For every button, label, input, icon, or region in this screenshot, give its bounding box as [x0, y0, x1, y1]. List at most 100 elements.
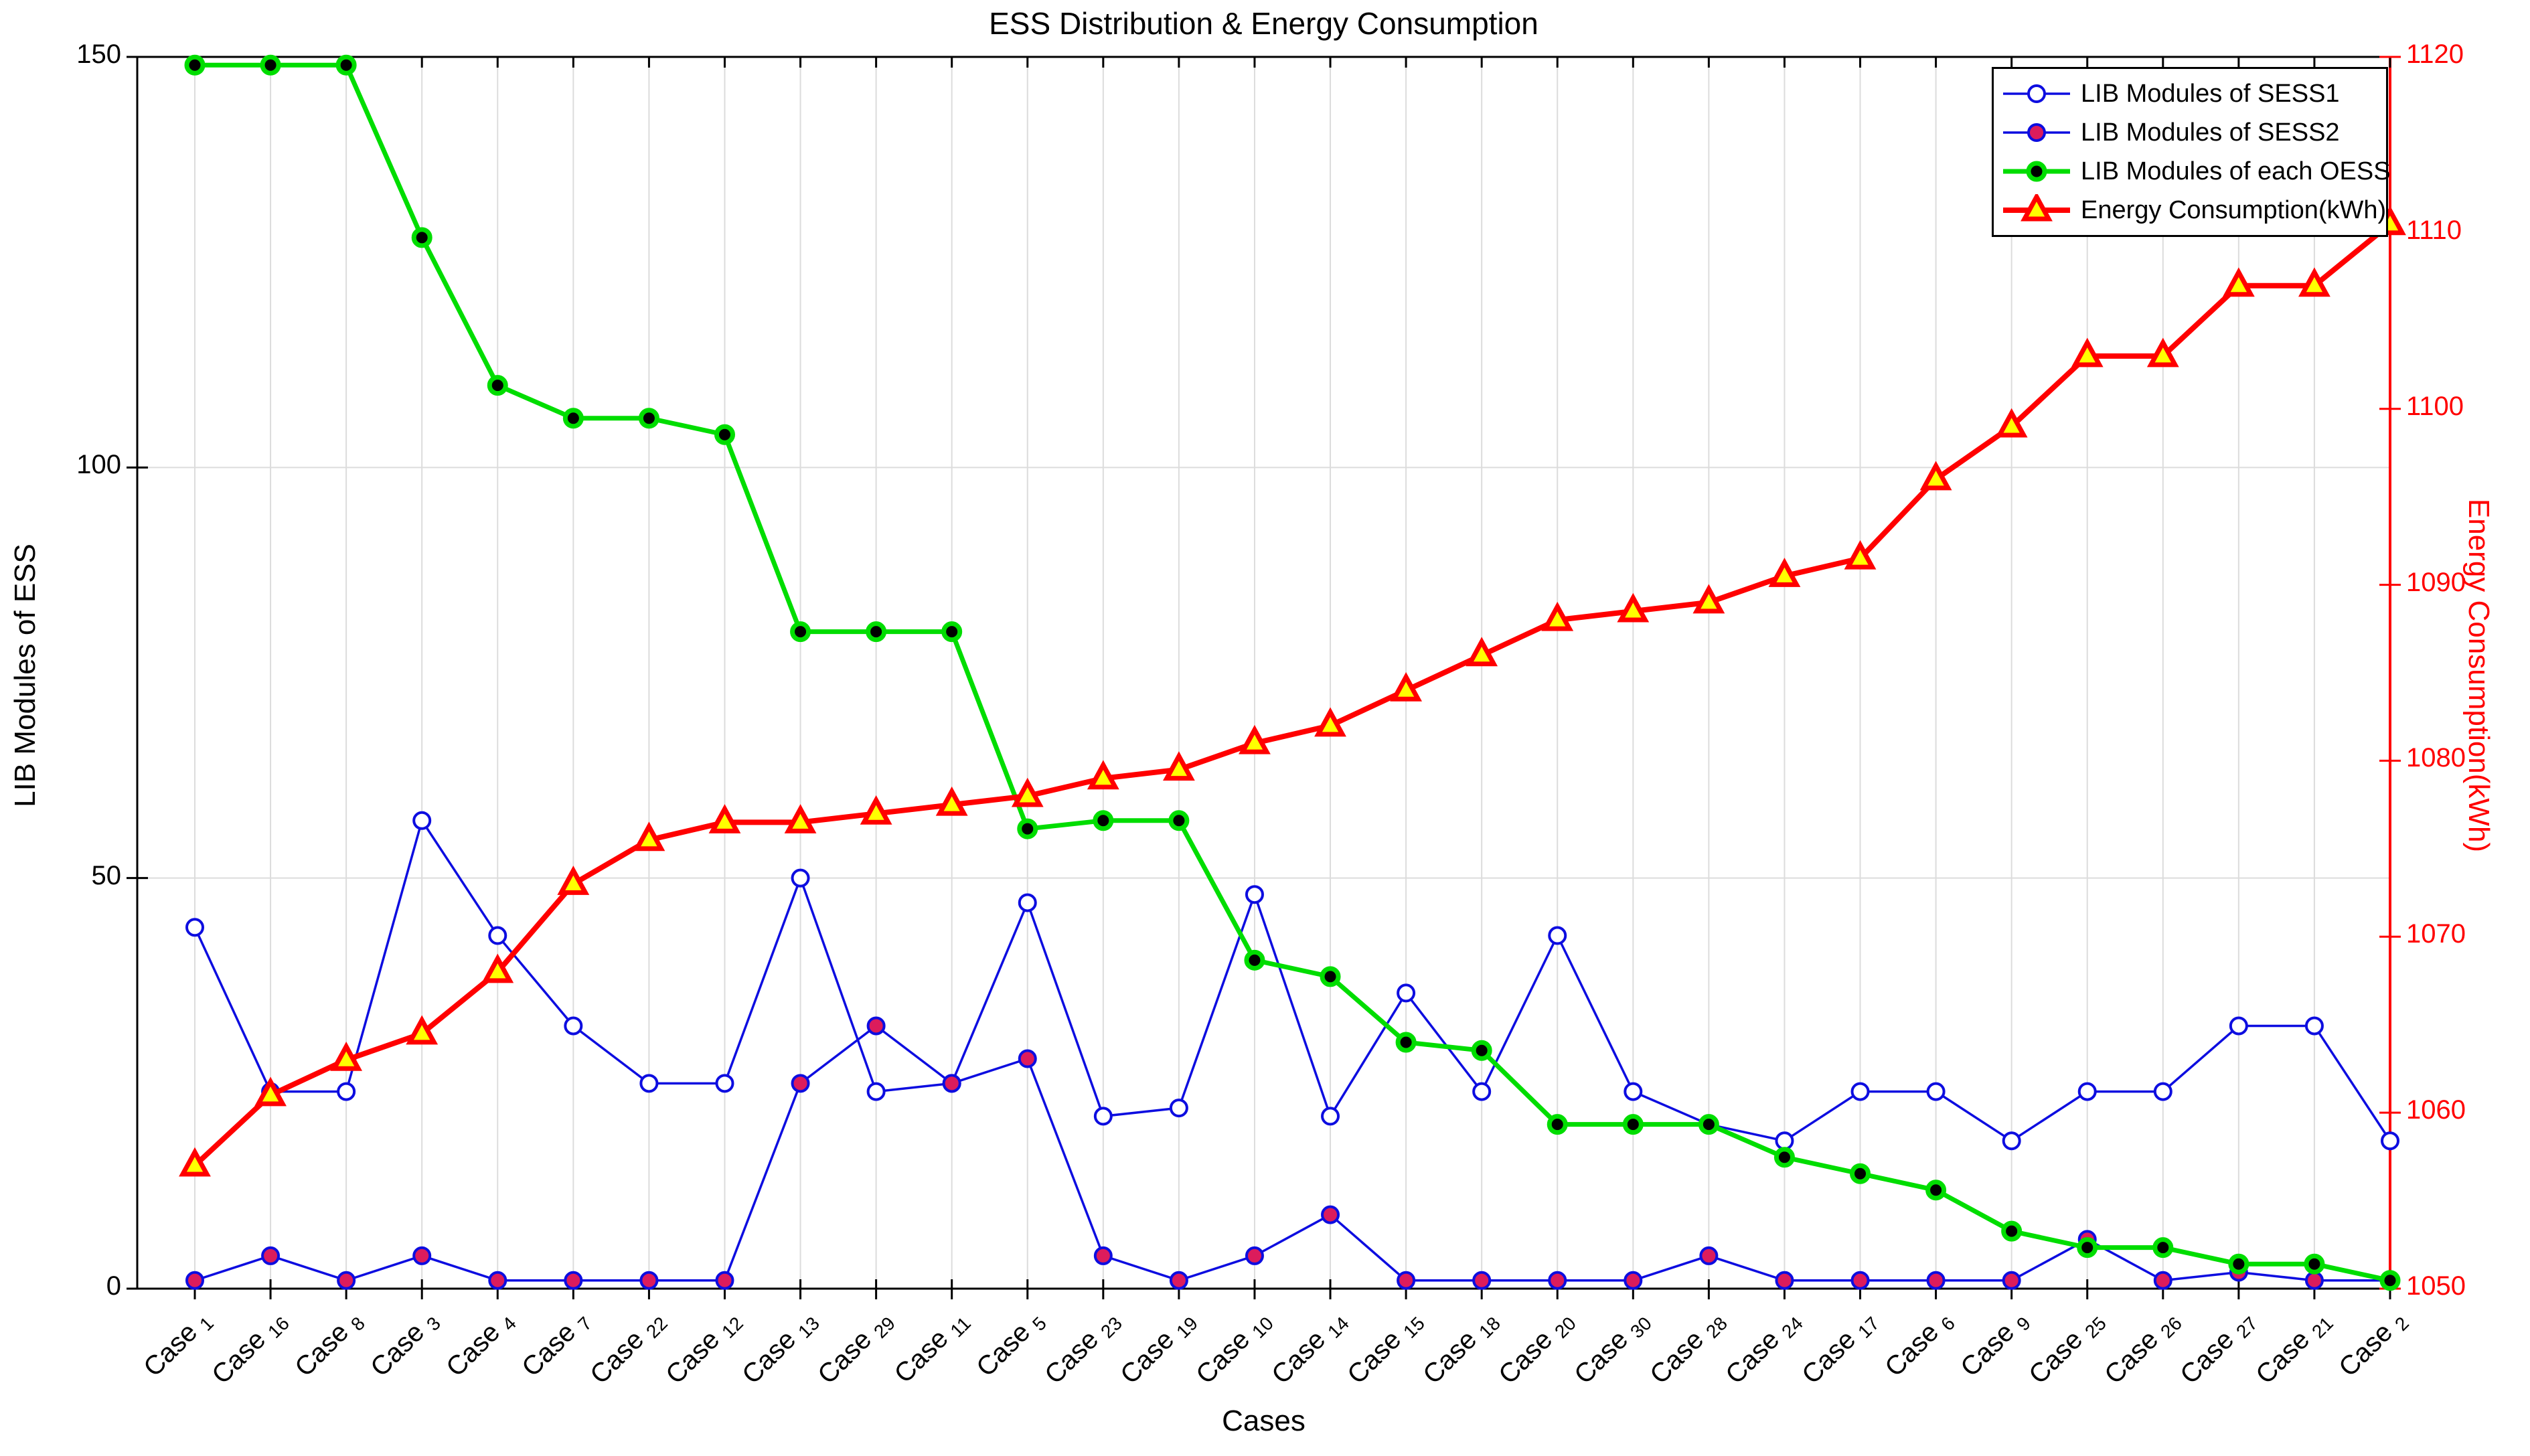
marker-circle — [866, 1016, 886, 1036]
marker-circle — [1245, 1246, 1264, 1265]
marker-circle — [1850, 1271, 1870, 1290]
y-tick-left: 150 — [76, 39, 121, 69]
marker-triangle — [935, 786, 968, 816]
marker-circle — [2304, 1271, 2324, 1290]
marker-circle — [185, 1271, 204, 1290]
marker-triangle — [254, 1076, 287, 1107]
marker-circle — [715, 1074, 734, 1093]
marker-circle — [2304, 1016, 2324, 1036]
x-axis-label: Cases — [1222, 1404, 1306, 1437]
marker-circle — [411, 227, 432, 248]
legend-label: LIB Modules of SESS1 — [2081, 79, 2340, 108]
legend-item: LIB Modules of SESS2 — [2002, 113, 2378, 152]
marker-circle — [1093, 810, 1114, 831]
marker-circle — [2027, 123, 2046, 142]
y-tick-right: 1050 — [2406, 1271, 2466, 1301]
marker-circle — [1017, 818, 1038, 839]
marker-circle — [1321, 1205, 1340, 1224]
marker-triangle — [708, 804, 741, 833]
legend-item: LIB Modules of each OESS — [2002, 152, 2391, 191]
marker-circle — [2077, 1237, 2098, 1259]
marker-circle — [337, 1271, 356, 1290]
marker-circle — [1395, 1032, 1417, 1053]
y-tick-left: 50 — [91, 860, 122, 890]
marker-circle — [1093, 1246, 1113, 1265]
marker-circle — [941, 621, 963, 643]
marker-circle — [1397, 983, 1416, 1003]
marker-circle — [1926, 1271, 1946, 1290]
marker-circle — [1472, 1082, 1492, 1101]
marker-triangle — [2298, 267, 2330, 297]
marker-triangle — [1314, 707, 1346, 737]
marker-circle — [562, 408, 584, 429]
legend-label: LIB Modules of each OESS — [2081, 157, 2391, 185]
marker-triangle — [633, 821, 665, 852]
marker-circle — [2379, 1270, 2401, 1291]
marker-circle — [1698, 1114, 1719, 1135]
marker-circle — [2381, 1131, 2399, 1151]
marker-circle — [1168, 810, 1190, 831]
marker-circle — [1471, 1040, 1492, 1061]
y-tick-right: 1110 — [2406, 215, 2462, 245]
chart-title: ESS Distribution & Energy Consumption — [989, 6, 1538, 41]
marker-circle — [1547, 1114, 1568, 1135]
marker-circle — [2304, 1253, 2325, 1275]
marker-circle — [564, 1016, 583, 1036]
marker-circle — [1624, 1271, 1643, 1290]
marker-circle — [1850, 1163, 1871, 1184]
marker-circle — [1093, 1107, 1113, 1126]
y-tick-right: 1090 — [2406, 567, 2466, 597]
series-line — [195, 62, 2391, 1283]
y-tick-left: 100 — [76, 450, 121, 480]
legend-marker-circle-icon — [2003, 161, 2070, 182]
marker-circle — [2153, 1082, 2172, 1101]
marker-triangle — [1768, 558, 1801, 587]
marker-circle — [2027, 84, 2046, 103]
legend-item: LIB Modules of SESS1 — [2002, 74, 2378, 113]
marker-circle — [412, 1246, 432, 1265]
marker-circle — [2077, 1082, 2097, 1101]
series-lib-modules-of-sess1 — [185, 811, 2399, 1151]
marker-circle — [866, 1082, 886, 1101]
marker-circle — [2152, 1237, 2174, 1259]
marker-circle — [1622, 1114, 1644, 1135]
y-tick-right: 1080 — [2406, 743, 2466, 773]
marker-circle — [260, 54, 281, 76]
marker-circle — [2228, 1253, 2249, 1275]
marker-circle — [714, 424, 735, 445]
marker-circle — [1018, 1049, 1037, 1068]
marker-circle — [261, 1246, 281, 1265]
marker-triangle — [1390, 671, 1422, 702]
marker-circle — [1244, 949, 1265, 971]
marker-circle — [2229, 1016, 2248, 1036]
marker-circle — [1699, 1246, 1719, 1265]
marker-circle — [1850, 1082, 1870, 1101]
marker-circle — [1321, 1107, 1340, 1126]
marker-triangle — [860, 795, 892, 825]
marker-circle — [1926, 1082, 1946, 1101]
marker-triangle — [179, 1147, 211, 1177]
series-lib-modules-of-each-oess — [184, 54, 2401, 1291]
marker-circle — [1925, 1180, 1947, 1201]
marker-circle — [335, 54, 357, 76]
marker-circle — [638, 408, 659, 429]
marker-circle — [715, 1271, 734, 1290]
marker-circle — [1548, 1271, 1567, 1290]
marker-circle — [488, 1271, 507, 1290]
marker-triangle — [784, 804, 817, 833]
marker-circle — [791, 868, 810, 888]
marker-circle — [639, 1074, 659, 1093]
marker-triangle — [406, 1015, 439, 1045]
marker-circle — [791, 1074, 810, 1093]
marker-triangle — [481, 953, 514, 983]
legend-marker-circle-icon — [2003, 123, 2070, 142]
marker-circle — [1169, 1099, 1188, 1118]
marker-circle — [1320, 966, 1341, 987]
y-axis-label-right: Energy Consumption(kWh) — [2462, 498, 2495, 853]
marker-circle — [337, 1082, 356, 1101]
y-tick-left: 0 — [106, 1271, 121, 1301]
marker-triangle — [1011, 777, 1044, 807]
marker-triangle — [2222, 267, 2255, 297]
legend-label: Energy Consumption(kWh) — [2081, 195, 2387, 224]
